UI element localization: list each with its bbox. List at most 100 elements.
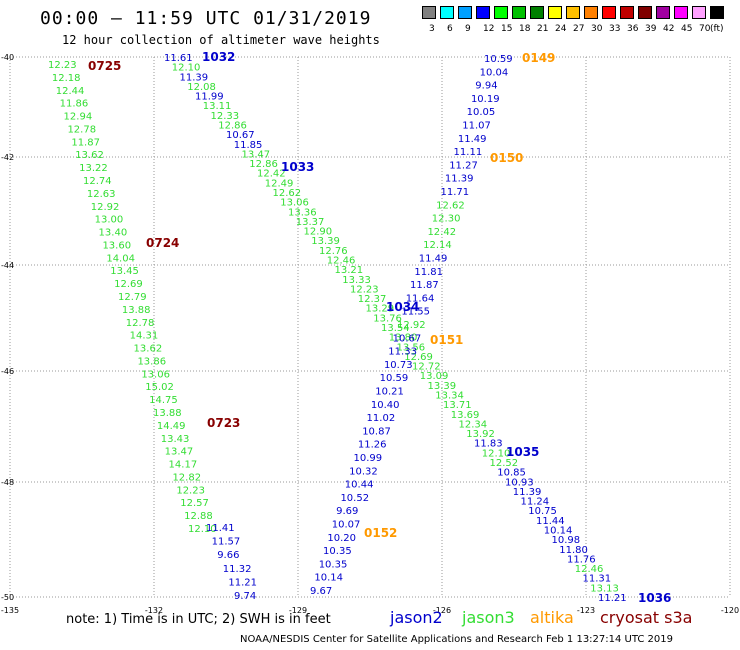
track-value: 10.98 (552, 535, 581, 546)
track-value: 13.09 (420, 371, 449, 382)
track-value: 12.10 (188, 524, 217, 535)
scale-label: 30 (591, 24, 603, 34)
track-value: 12.14 (423, 240, 452, 251)
track-value: 10.14 (314, 573, 343, 584)
track-value: 12.46 (327, 256, 356, 267)
track-value: 14.75 (149, 395, 178, 406)
scale-label: 6 (447, 24, 453, 34)
track-value: 9.74 (234, 591, 256, 602)
track-value: 11.61 (164, 53, 193, 64)
track-value: 11.87 (410, 280, 439, 291)
track-value: 12.86 (249, 159, 278, 170)
track-value: 11.27 (449, 160, 478, 171)
track-value: 11.85 (234, 140, 263, 151)
track-value: 13.88 (122, 305, 151, 316)
track-value: 13.80 (389, 333, 418, 344)
scale-label: 18 (519, 24, 531, 34)
track-value: 12.33 (211, 111, 240, 122)
track-value: 11.33 (388, 347, 417, 358)
track-value: 11.41 (206, 523, 235, 534)
track-value: 11.26 (358, 440, 387, 451)
track-value: 12.74 (83, 176, 112, 187)
latitude-label: -50 (1, 593, 14, 602)
track-value: 10.59 (380, 373, 409, 384)
track-value: 12.30 (432, 214, 461, 225)
pass-label: 1035 (506, 445, 539, 459)
track-value: 12.92 (91, 202, 120, 213)
track-value: 11.71 (441, 187, 470, 198)
track-value: 12.78 (126, 318, 155, 329)
track-value: 13.33 (342, 275, 371, 286)
legend-entry: cryosat s3a (600, 608, 693, 627)
pass-label: 1033 (281, 160, 314, 174)
scale-label: 70 (699, 24, 711, 34)
track-value: 9.94 (475, 81, 497, 92)
pass-label: 0725 (88, 59, 121, 73)
track-value: 11.39 (445, 174, 474, 185)
track-value: 12.34 (459, 419, 488, 430)
track-value: 12.23 (350, 284, 379, 295)
track-value: 11.57 (212, 537, 241, 548)
track-value: 13.88 (153, 408, 182, 419)
pass-label: 0149 (522, 51, 555, 65)
longitude-label: -135 (1, 606, 19, 615)
track-value: 13.13 (590, 583, 619, 594)
track-value: 11.87 (71, 137, 100, 148)
scale-label: 15 (501, 24, 513, 34)
track-value: 11.86 (60, 99, 89, 110)
track-value: 12.63 (87, 189, 116, 200)
track-value: 13.36 (288, 207, 317, 218)
scale-label: 39 (645, 24, 657, 34)
track-value: 11.39 (513, 487, 542, 498)
track-value: 12.52 (490, 458, 519, 469)
longitude-label: -126 (433, 606, 451, 615)
track-value: 12.78 (67, 124, 96, 135)
pass-label: 1036 (638, 591, 671, 605)
track-value: 9.67 (310, 586, 332, 597)
track-value: 11.83 (474, 439, 503, 450)
track-value: 13.06 (280, 198, 309, 209)
track-value: 14.31 (130, 331, 159, 342)
scale-swatch (476, 6, 490, 19)
track-value: 10.93 (505, 477, 534, 488)
track-value: 10.52 (340, 493, 369, 504)
track-value: 12.44 (56, 86, 85, 97)
track-value: 12.42 (427, 227, 456, 238)
track-value: 10.59 (484, 54, 513, 65)
track-value: 11.99 (195, 92, 224, 103)
track-value: 13.69 (451, 410, 480, 421)
longitude-label: -129 (289, 606, 307, 615)
scale-swatch (638, 6, 652, 19)
track-value: 11.44 (536, 516, 565, 527)
track-value: 13.62 (75, 150, 104, 161)
scale-label: 27 (573, 24, 585, 34)
track-value: 13.29 (366, 304, 395, 315)
track-value: 10.04 (480, 67, 509, 78)
pass-label: 0724 (146, 236, 179, 250)
pass-label: 0723 (207, 416, 240, 430)
latitude-label: -48 (1, 478, 14, 487)
page-subtitle: 12 hour collection of altimeter wave hei… (62, 33, 380, 47)
scale-swatch (422, 6, 436, 19)
track-value: 10.20 (327, 533, 356, 544)
track-value: 10.67 (226, 130, 255, 141)
track-value: 12.62 (436, 200, 465, 211)
track-value: 12.92 (397, 320, 426, 331)
track-value: 11.49 (419, 254, 448, 265)
track-value: 14.04 (106, 253, 135, 264)
scale-swatch (548, 6, 562, 19)
track-value: 12.62 (273, 188, 302, 199)
scale-swatch (692, 6, 706, 19)
track-value: 12.90 (304, 227, 333, 238)
track-value: 10.44 (345, 480, 374, 491)
pass-label: 0150 (490, 151, 523, 165)
scale-swatch (512, 6, 526, 19)
track-value: 11.02 (367, 413, 396, 424)
legend-entry: jason3 (462, 608, 515, 627)
track-value: 13.92 (466, 429, 495, 440)
scale-swatch (440, 6, 454, 19)
scale-swatch (494, 6, 508, 19)
track-value: 10.40 (371, 400, 400, 411)
track-value: 10.05 (467, 107, 496, 118)
track-value: 12.37 (358, 294, 387, 305)
